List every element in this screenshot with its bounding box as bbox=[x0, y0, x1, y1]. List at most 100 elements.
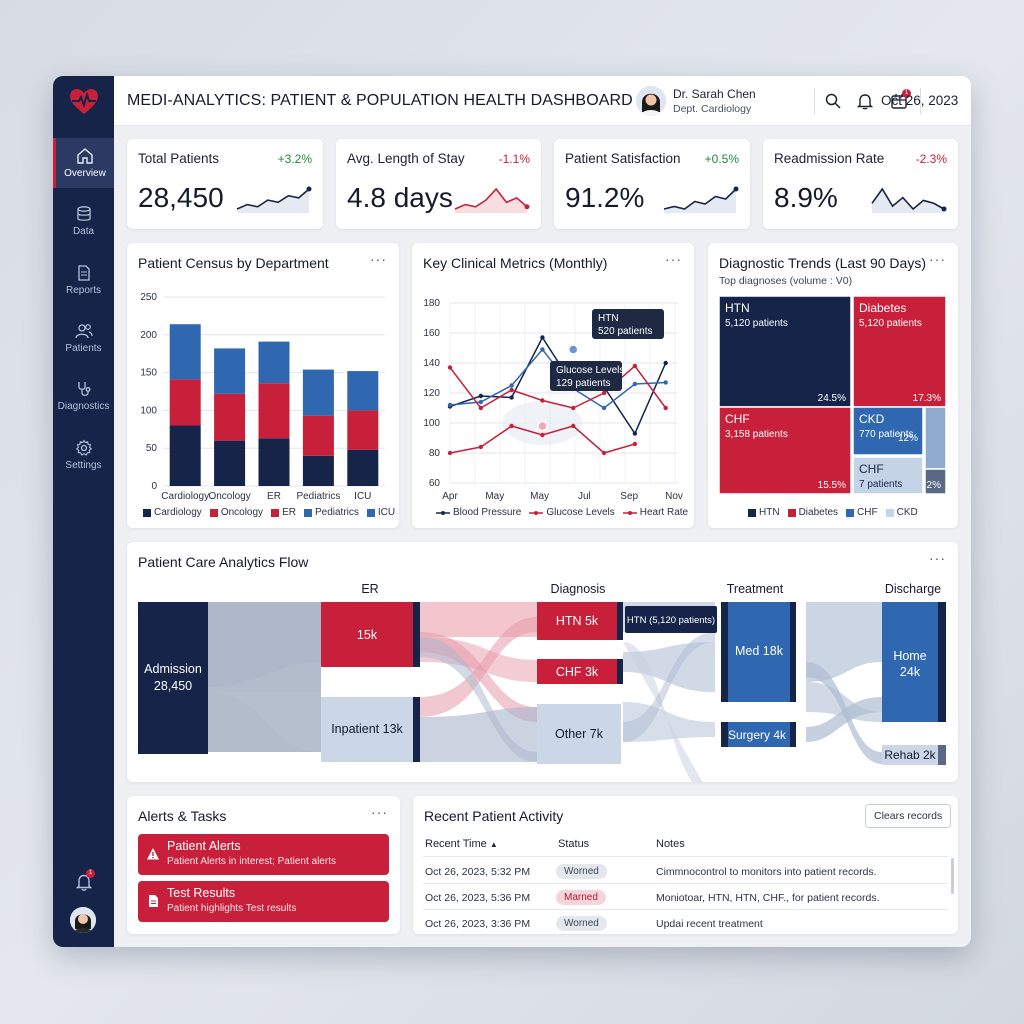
legend-swatch bbox=[303, 508, 312, 517]
sidebar-avatar[interactable] bbox=[70, 907, 96, 933]
sparkline-endpoint bbox=[733, 186, 739, 192]
legend-swatch bbox=[366, 508, 375, 517]
legend-label: Oncology bbox=[220, 507, 264, 518]
sidebar-item-overview[interactable]: Overview bbox=[53, 138, 114, 188]
more-options-button[interactable]: ··· bbox=[371, 804, 388, 820]
other-node[interactable] bbox=[537, 704, 621, 764]
alert-title: Patient Alerts bbox=[167, 839, 241, 853]
kpi-card-readmission[interactable]: Readmission Rate -2.3% 8.9% bbox=[763, 139, 958, 229]
node-edge bbox=[721, 722, 728, 747]
admission-node[interactable] bbox=[138, 602, 208, 754]
tile-percent: 24.5% bbox=[818, 393, 846, 404]
search-icon[interactable] bbox=[824, 92, 842, 110]
sort-ascending-icon: ▲ bbox=[489, 840, 498, 849]
sidebar-item-patients[interactable]: Patients bbox=[53, 313, 114, 363]
data-point bbox=[509, 383, 514, 388]
node-edge bbox=[790, 602, 796, 702]
chart-tooltip bbox=[592, 309, 664, 339]
header: MEDI-ANALYTICS: PATIENT & POPULATION HEA… bbox=[114, 76, 971, 126]
flow-link bbox=[420, 617, 537, 717]
kpi-card-satisfaction[interactable]: Patient Satisfaction +0.5% 91.2% bbox=[554, 139, 750, 229]
legend-label: Blood Pressure bbox=[453, 507, 522, 518]
x-tick-label: Oncology bbox=[208, 491, 250, 502]
test-results-item[interactable]: Test Results Patient highlights Test res… bbox=[138, 881, 389, 922]
sidebar-item-reports[interactable]: Reports bbox=[53, 255, 114, 305]
status-badge: Marned bbox=[556, 890, 606, 905]
legend-label: Cardiology bbox=[154, 507, 202, 518]
flow-link bbox=[623, 632, 715, 742]
treemap-tile bbox=[852, 295, 947, 408]
column-header-notes[interactable]: Notes bbox=[656, 838, 685, 850]
sidebar-item-diagnostics[interactable]: Diagnostics bbox=[53, 371, 114, 421]
node-edge bbox=[721, 602, 728, 702]
tooltip-detail: 520 patients bbox=[598, 326, 653, 337]
data-point bbox=[632, 363, 638, 369]
data-point bbox=[447, 450, 453, 456]
care-flow-card: Patient Care Analytics Flow ··· ER Diagn… bbox=[127, 542, 958, 782]
kpi-sparkline bbox=[663, 186, 739, 213]
x-tick-label: ICU bbox=[354, 491, 371, 502]
sparkline-area bbox=[455, 189, 527, 213]
bar-segment bbox=[302, 415, 334, 456]
more-options-button[interactable]: ··· bbox=[370, 251, 387, 267]
y-tick-label: 80 bbox=[429, 448, 441, 459]
data-point bbox=[478, 405, 484, 411]
legend-label: Diabetes bbox=[798, 507, 839, 518]
inpatient-node-label: Inpatient 13k bbox=[331, 722, 403, 736]
rehab-node[interactable] bbox=[882, 745, 938, 765]
tooltip-title: HTN bbox=[598, 313, 619, 324]
notification-bell-icon[interactable] bbox=[74, 872, 94, 892]
tooltip-detail: 129 patients bbox=[556, 378, 611, 389]
users-icon bbox=[74, 324, 93, 339]
home-node[interactable] bbox=[882, 602, 938, 722]
chart-tooltip bbox=[550, 361, 622, 391]
kpi-change: +3.2% bbox=[277, 152, 312, 166]
column-header-status[interactable]: Status bbox=[558, 838, 590, 850]
legend-line-marker bbox=[436, 510, 450, 515]
bar-segment bbox=[214, 440, 246, 486]
stage-label: Discharge bbox=[885, 582, 941, 596]
bar-segment bbox=[258, 383, 290, 439]
census-bar-chart: 0 50 100 150 200 250 Cardiology Oncology ER Pedia… bbox=[140, 292, 385, 502]
sidebar-item-data[interactable]: Data bbox=[53, 196, 114, 246]
kpi-card-total-patients[interactable]: Total Patients +3.2% 28,450 bbox=[127, 139, 323, 229]
bar-segment bbox=[214, 393, 246, 441]
stethoscope-icon bbox=[77, 382, 90, 396]
legend-line-marker bbox=[529, 510, 544, 515]
med-node[interactable] bbox=[728, 602, 790, 702]
er-node[interactable] bbox=[321, 602, 413, 667]
file-icon bbox=[149, 895, 158, 907]
notification-badge: 1 bbox=[86, 869, 95, 878]
more-options-button[interactable]: ··· bbox=[665, 251, 682, 267]
bell-icon[interactable] bbox=[856, 92, 874, 110]
sidebar-item-label: Reports bbox=[65, 285, 101, 296]
inpatient-node[interactable] bbox=[321, 697, 413, 762]
tile-detail: 770 patients bbox=[859, 429, 914, 440]
htn-node[interactable] bbox=[537, 602, 617, 640]
more-options-button[interactable]: ··· bbox=[929, 550, 946, 566]
page-title: MEDI-ANALYTICS: PATIENT & POPULATION HEA… bbox=[127, 92, 633, 109]
row-time: Oct 26, 2023, 5:32 PM bbox=[425, 866, 531, 878]
column-header-time[interactable]: Recent Time ▲ bbox=[425, 838, 498, 850]
data-point bbox=[601, 405, 607, 411]
admission-label: Admission bbox=[144, 662, 202, 676]
user-avatar[interactable] bbox=[636, 86, 666, 116]
chf-node[interactable] bbox=[537, 659, 617, 684]
highlight-point bbox=[537, 420, 548, 432]
kpi-change: +0.5% bbox=[704, 152, 739, 166]
sidebar-item-settings[interactable]: Settings bbox=[53, 430, 114, 480]
heart-pulse-logo-icon bbox=[70, 89, 98, 114]
kpi-sparkline bbox=[236, 186, 312, 213]
alert-title: Test Results bbox=[167, 886, 236, 900]
sidebar-item-label: Settings bbox=[65, 460, 102, 471]
kpi-card-length-of-stay[interactable]: Avg. Length of Stay -1.1% 4.8 days bbox=[336, 139, 541, 229]
surgery-node[interactable] bbox=[728, 722, 790, 747]
patient-alerts-item[interactable]: Patient Alerts Patient Alerts in interes… bbox=[138, 834, 389, 875]
more-options-button[interactable]: ··· bbox=[929, 251, 946, 267]
legend-swatch bbox=[846, 508, 855, 517]
alert-description: Patient Alerts in interest; Patient aler… bbox=[167, 856, 336, 867]
user-name: Dr. Sarah Chen bbox=[673, 87, 756, 101]
clear-records-button[interactable]: Clears records bbox=[865, 804, 952, 828]
sparkline-line bbox=[663, 188, 737, 210]
table-scrollbar[interactable] bbox=[951, 858, 954, 894]
